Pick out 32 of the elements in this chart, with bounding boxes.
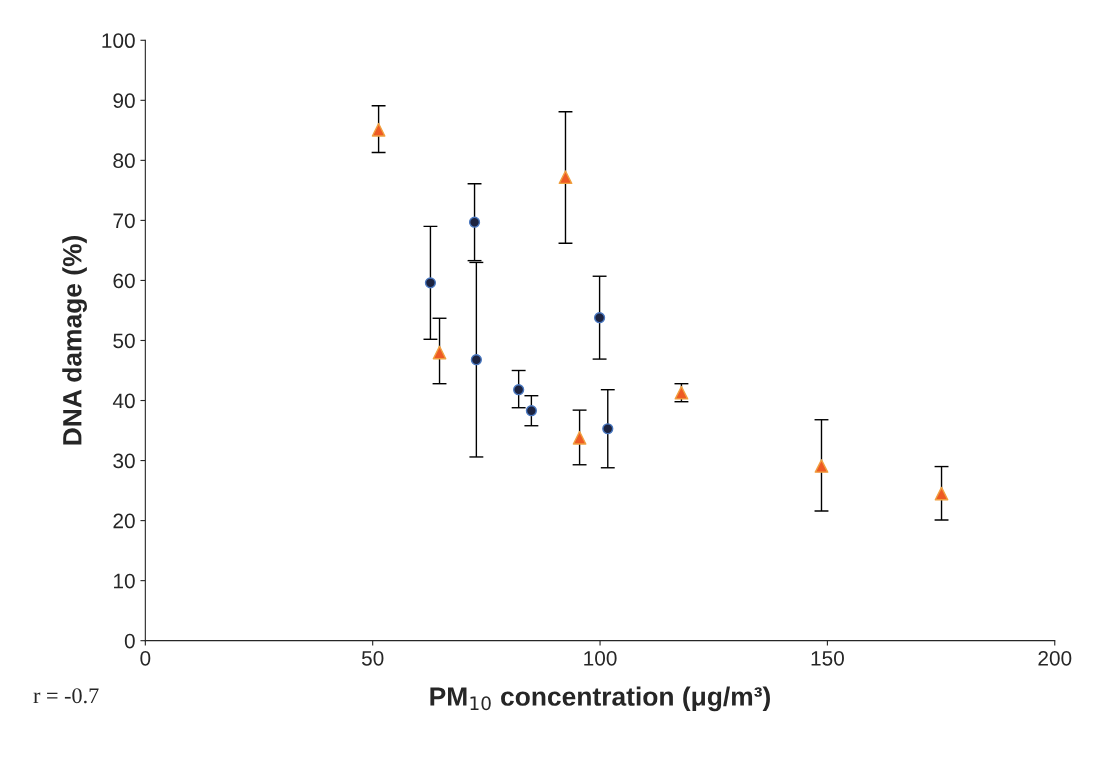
point — [593, 312, 606, 324]
x-tick-label: 100 — [584, 650, 617, 666]
y-axis-title: DNA damage (%) — [62, 235, 87, 445]
point — [934, 486, 949, 501]
y-tick-label: 100 — [102, 33, 135, 49]
text: r = -0.7 — [33, 688, 99, 704]
x-tick-label: 150 — [811, 650, 844, 666]
x-tick-label: 200 — [1038, 650, 1072, 666]
y-tick-label: 80 — [113, 153, 135, 169]
point — [470, 354, 482, 366]
point — [432, 345, 447, 360]
y-tick-label: 70 — [113, 213, 135, 229]
point — [424, 277, 437, 289]
y-tick-label: 20 — [113, 513, 135, 529]
x-axis-title: PM$_{10}$ concentration (μg/m³) — [430, 686, 770, 712]
point — [814, 459, 829, 473]
y-tick-label: 0 — [124, 633, 135, 649]
point — [371, 122, 386, 137]
point — [558, 170, 573, 185]
y-tick-label: 30 — [113, 453, 135, 469]
point — [513, 384, 525, 396]
point — [602, 423, 614, 435]
point — [525, 405, 537, 417]
x-tick-label: 50 — [361, 650, 384, 666]
point — [468, 216, 481, 228]
point — [572, 430, 587, 445]
y-tick-label: 50 — [113, 333, 135, 349]
y-tick-label: 40 — [112, 393, 135, 409]
y-tick-label: 90 — [113, 93, 135, 109]
y-tick-label: 60 — [113, 273, 135, 289]
x-tick-label: 0 — [140, 650, 151, 666]
y-tick-label: 10 — [114, 573, 135, 589]
